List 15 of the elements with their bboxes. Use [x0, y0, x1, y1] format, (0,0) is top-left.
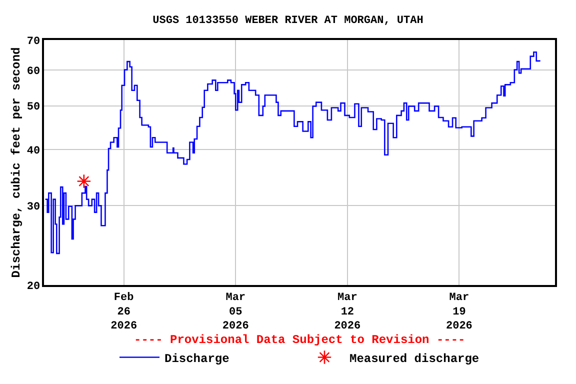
y-tick-label: 70: [26, 36, 40, 48]
y-tick-label: 40: [26, 145, 40, 158]
y-tick-label: 50: [26, 102, 40, 114]
y-axis-title: Discharge, cubic feet per second: [10, 47, 24, 278]
y-tick-label: 20: [26, 280, 40, 293]
legend-label: Discharge: [164, 352, 230, 366]
legend-label: Measured discharge: [350, 352, 480, 366]
text: ---- Provisional Data Subject to Revision ----: [134, 333, 466, 347]
x-tick-label: Feb 26 2026: [110, 292, 138, 333]
x-tick-label: Mar 05 2026: [222, 292, 249, 333]
x-tick-label: Mar 12 2026: [334, 292, 361, 333]
x-tick-label: Mar 19 2026: [446, 292, 472, 333]
y-tick-label: 30: [26, 202, 40, 214]
y-tick-label: 60: [26, 66, 40, 78]
chart-title: USGS 10133550 WEBER RIVER AT MORGAN, UTAH: [152, 14, 424, 27]
